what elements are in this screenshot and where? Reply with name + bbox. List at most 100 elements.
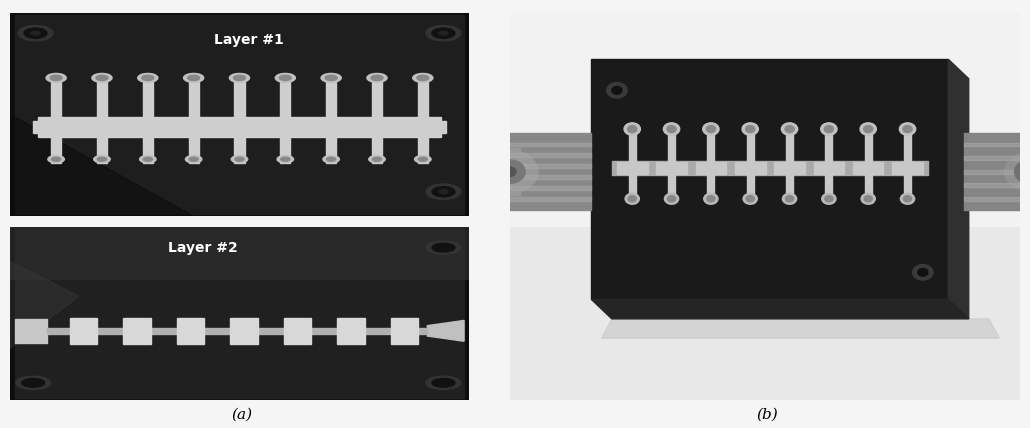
Bar bbox=[171, 121, 216, 133]
Bar bbox=[510, 164, 591, 168]
Circle shape bbox=[231, 155, 248, 163]
Circle shape bbox=[1024, 167, 1030, 176]
Circle shape bbox=[322, 155, 340, 163]
Bar bbox=[97, 74, 107, 163]
Circle shape bbox=[373, 157, 381, 161]
Bar bbox=[33, 121, 79, 133]
Circle shape bbox=[52, 157, 61, 161]
Polygon shape bbox=[602, 319, 999, 338]
Bar bbox=[337, 318, 365, 344]
Circle shape bbox=[94, 155, 110, 163]
Circle shape bbox=[426, 241, 460, 254]
Bar bbox=[510, 175, 591, 179]
Bar bbox=[400, 121, 446, 133]
Circle shape bbox=[183, 74, 204, 82]
Circle shape bbox=[903, 196, 912, 202]
Bar bbox=[510, 186, 591, 190]
Circle shape bbox=[46, 74, 66, 82]
Bar bbox=[263, 121, 308, 133]
Circle shape bbox=[138, 74, 158, 82]
Circle shape bbox=[325, 75, 337, 80]
Circle shape bbox=[707, 125, 716, 133]
Circle shape bbox=[426, 25, 460, 41]
Circle shape bbox=[903, 125, 913, 133]
Circle shape bbox=[426, 184, 460, 199]
Circle shape bbox=[277, 155, 294, 163]
Circle shape bbox=[482, 150, 538, 193]
Text: Layer #1: Layer #1 bbox=[214, 33, 283, 47]
Circle shape bbox=[187, 75, 200, 80]
Bar bbox=[591, 59, 949, 300]
Circle shape bbox=[321, 74, 341, 82]
Text: (a): (a) bbox=[232, 407, 252, 422]
Bar bbox=[964, 133, 1030, 211]
Bar bbox=[79, 121, 125, 133]
Circle shape bbox=[783, 193, 796, 204]
Circle shape bbox=[439, 190, 448, 194]
Bar bbox=[612, 161, 928, 175]
Circle shape bbox=[414, 155, 432, 163]
Circle shape bbox=[821, 123, 837, 135]
Circle shape bbox=[230, 74, 249, 82]
Circle shape bbox=[860, 123, 877, 135]
Circle shape bbox=[782, 123, 797, 135]
Circle shape bbox=[822, 193, 836, 204]
Circle shape bbox=[432, 187, 455, 197]
Bar bbox=[308, 121, 354, 133]
Polygon shape bbox=[427, 321, 465, 341]
Circle shape bbox=[432, 243, 455, 252]
Bar bbox=[964, 170, 1030, 174]
Circle shape bbox=[367, 74, 387, 82]
Bar bbox=[510, 133, 591, 211]
Bar bbox=[735, 162, 765, 174]
Bar bbox=[617, 162, 648, 174]
Circle shape bbox=[861, 193, 875, 204]
Circle shape bbox=[824, 125, 833, 133]
Circle shape bbox=[139, 155, 157, 163]
Circle shape bbox=[281, 157, 289, 161]
Bar bbox=[47, 328, 427, 334]
Bar bbox=[216, 121, 263, 133]
Bar bbox=[964, 197, 1030, 201]
Circle shape bbox=[667, 196, 676, 202]
Bar bbox=[853, 162, 884, 174]
Bar bbox=[280, 74, 290, 163]
Bar bbox=[510, 197, 591, 201]
Circle shape bbox=[1004, 152, 1030, 191]
Circle shape bbox=[918, 268, 928, 276]
Circle shape bbox=[327, 157, 336, 161]
Circle shape bbox=[369, 155, 385, 163]
Bar bbox=[510, 154, 591, 158]
Circle shape bbox=[432, 378, 455, 387]
Circle shape bbox=[746, 125, 755, 133]
Circle shape bbox=[142, 75, 153, 80]
Bar bbox=[964, 143, 1030, 146]
Bar bbox=[231, 318, 258, 344]
Text: (b): (b) bbox=[756, 407, 779, 422]
Circle shape bbox=[786, 196, 794, 202]
Circle shape bbox=[494, 160, 525, 183]
Circle shape bbox=[624, 123, 641, 135]
Circle shape bbox=[279, 75, 291, 80]
Polygon shape bbox=[10, 262, 79, 348]
Circle shape bbox=[413, 74, 433, 82]
Bar bbox=[747, 125, 754, 202]
Bar bbox=[14, 319, 47, 343]
Circle shape bbox=[439, 31, 448, 35]
Polygon shape bbox=[10, 115, 194, 216]
Bar bbox=[708, 125, 715, 202]
Bar bbox=[904, 125, 912, 202]
Circle shape bbox=[742, 123, 758, 135]
Bar bbox=[372, 74, 382, 163]
Circle shape bbox=[185, 155, 202, 163]
Bar bbox=[125, 121, 171, 133]
Bar bbox=[70, 318, 98, 344]
Bar bbox=[510, 143, 591, 146]
Bar bbox=[10, 227, 469, 279]
Bar bbox=[418, 74, 427, 163]
Bar bbox=[964, 183, 1030, 187]
Circle shape bbox=[612, 86, 622, 94]
Circle shape bbox=[743, 193, 757, 204]
Circle shape bbox=[143, 157, 152, 161]
Bar bbox=[143, 74, 152, 163]
